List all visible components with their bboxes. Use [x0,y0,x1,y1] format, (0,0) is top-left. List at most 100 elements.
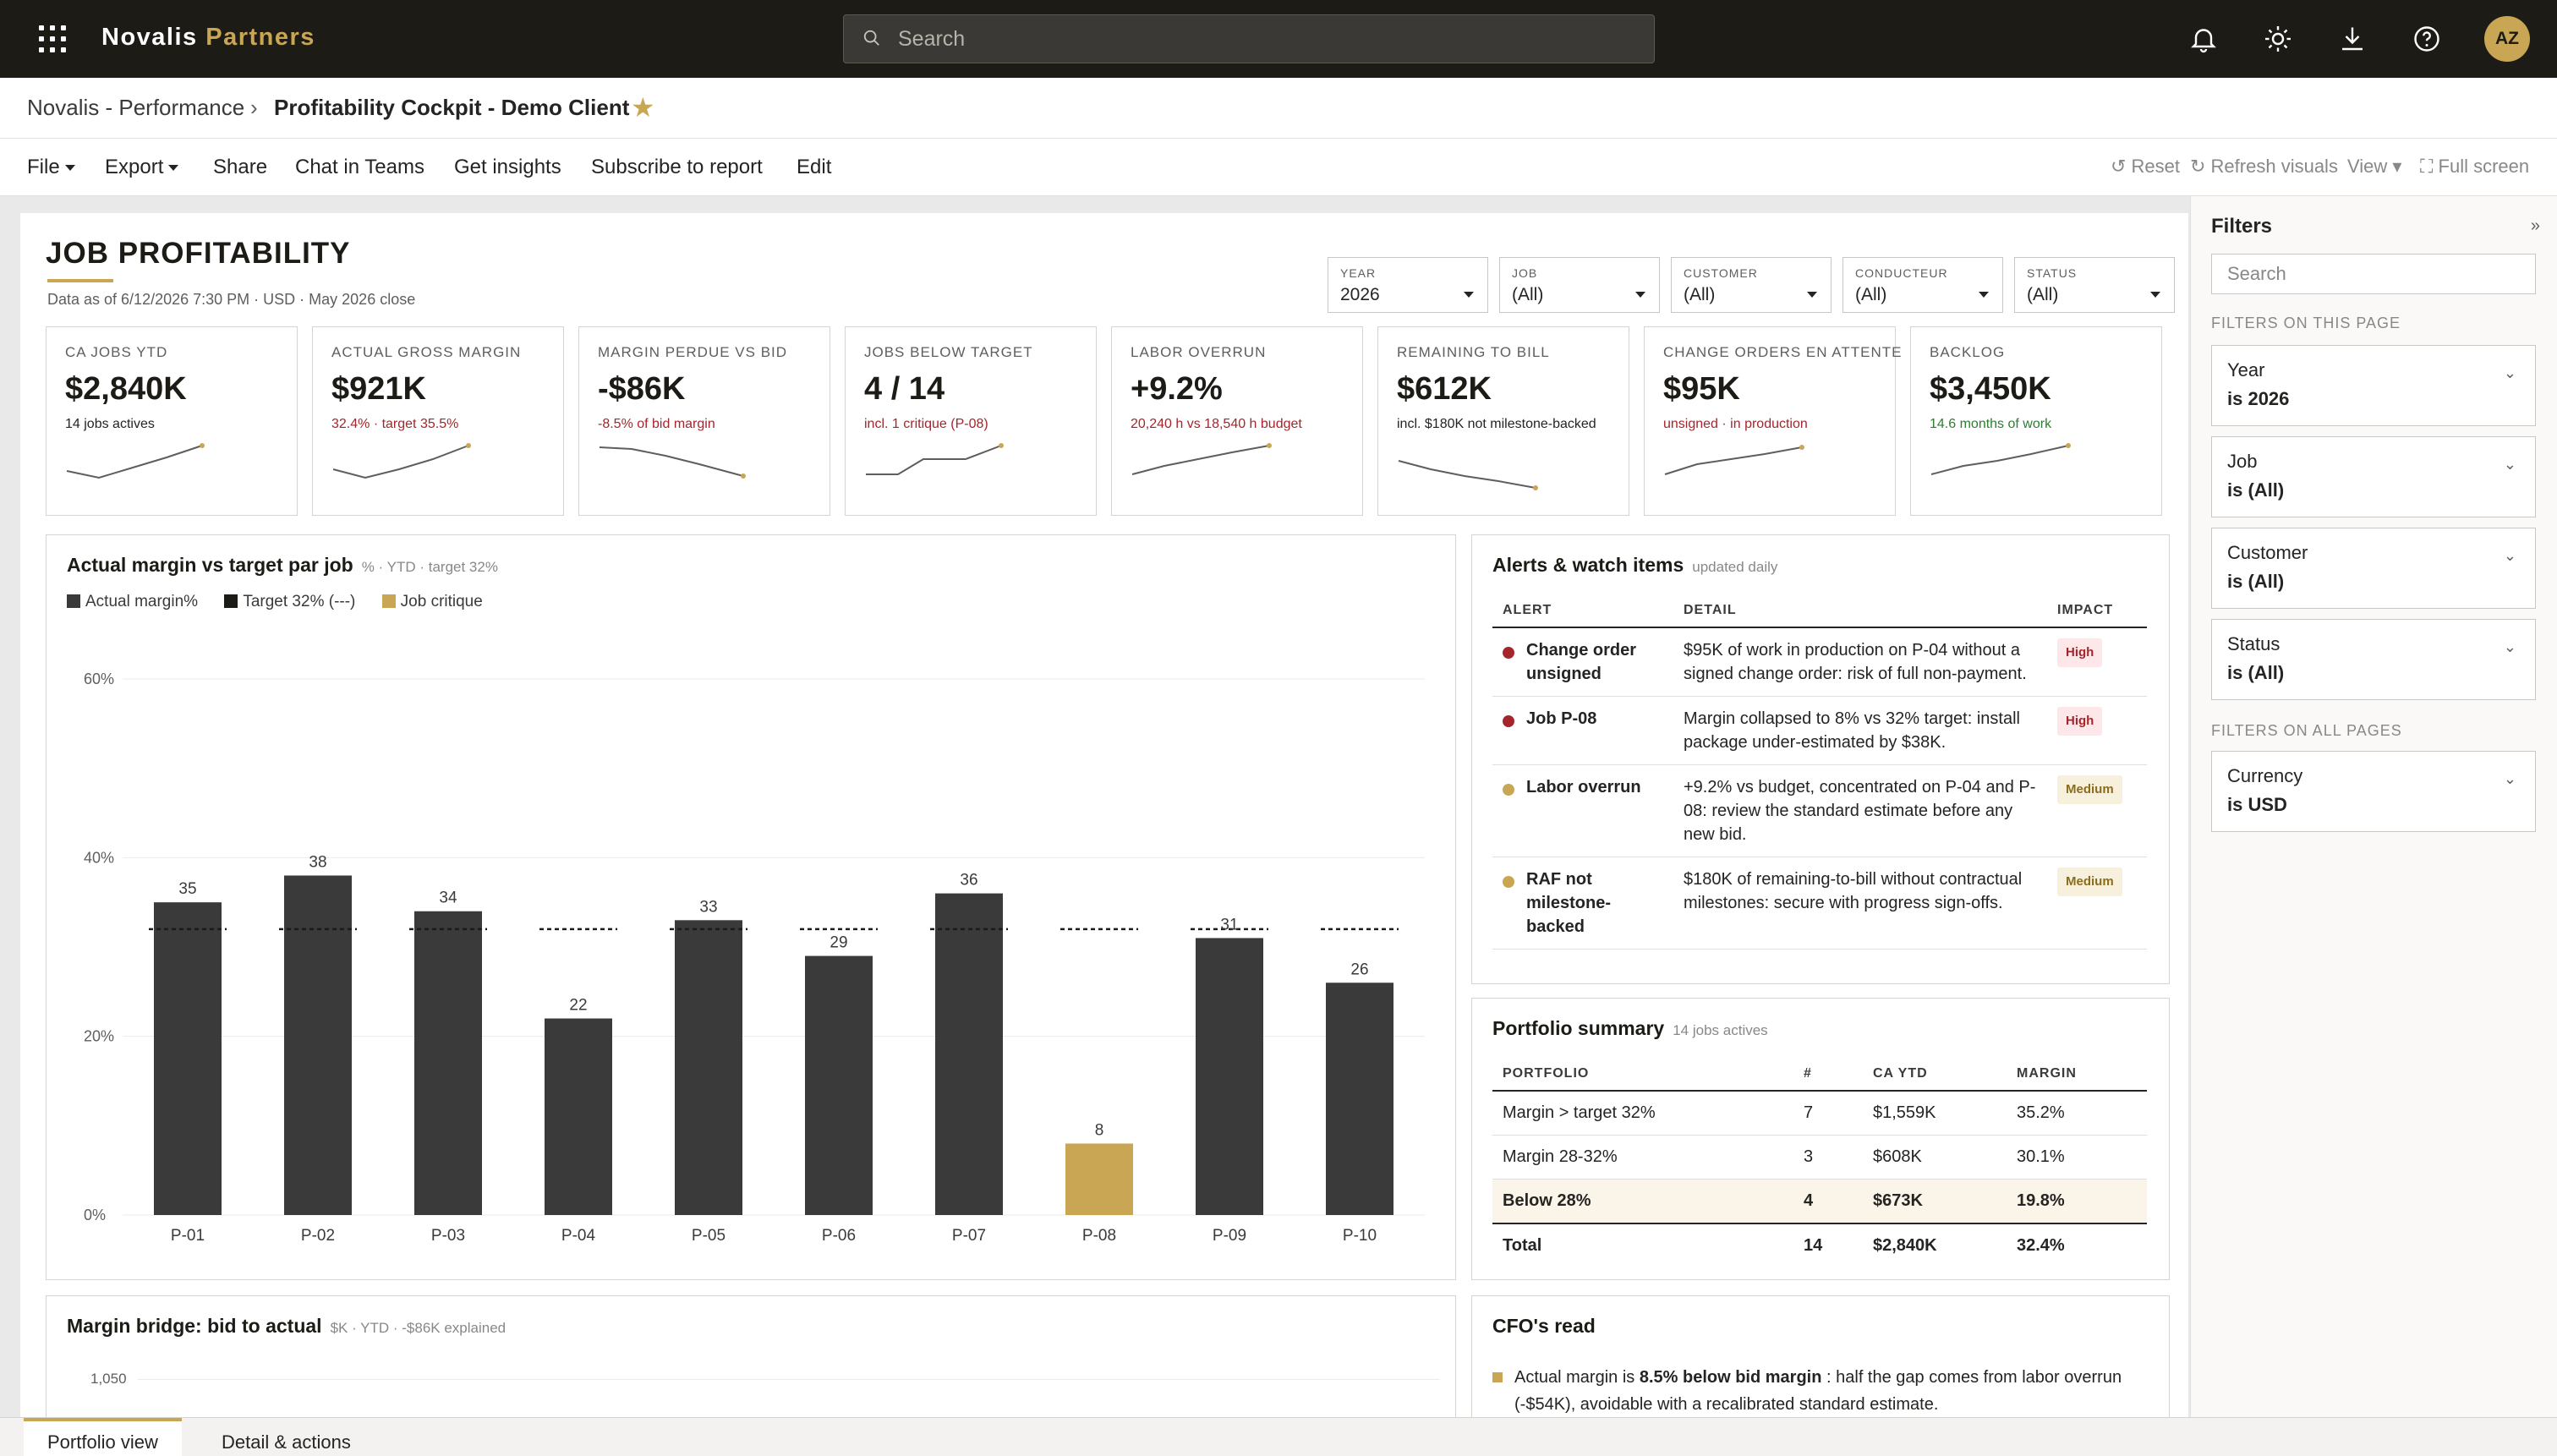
view-menu[interactable]: View ▾ [2347,156,2401,178]
x-tick-label: P-02 [301,1227,335,1245]
table-row[interactable]: Labor overrun +9.2% vs budget, concentrat… [1492,764,2147,857]
kpi-backlog[interactable]: BACKLOG $3,450K 14.6 months of work [1910,326,2162,516]
col-header-count[interactable]: # [1793,1058,1863,1092]
legend-item-actual[interactable]: Actual margin% [67,593,198,610]
slicer-value: (All) [1855,285,1887,304]
status-dot-icon [1503,715,1514,727]
bar-p-03 [414,911,482,1215]
filter-card-job[interactable]: Job is (All) ⌄ [2211,436,2536,517]
refresh-visuals-button[interactable]: ↻ Refresh visuals [2190,156,2338,178]
chevron-down-icon[interactable]: ⌄ [2503,638,2516,655]
avatar[interactable]: AZ [2484,16,2530,62]
chart-subtitle: % · YTD · target 32% [361,559,498,575]
kpi-jobs-below-target[interactable]: JOBS BELOW TARGET 4 / 14 incl. 1 critiqu… [845,326,1097,516]
slicer-customer[interactable]: CUSTOMER (All) [1671,257,1832,313]
slicer-job[interactable]: JOB (All) [1499,257,1660,313]
help-icon[interactable] [2412,24,2442,54]
favorite-star-icon[interactable]: ★ [631,92,655,123]
bridge-axis-tick: 1,050 [90,1371,127,1387]
filter-card-customer[interactable]: Customer is (All) ⌄ [2211,528,2536,609]
kpi-ca-jobs-ytd[interactable]: CA JOBS YTD $2,840K 14 jobs actives [46,326,298,516]
chevron-down-icon[interactable]: ⌄ [2503,770,2516,787]
portfolio-margin: 32.4% [2007,1223,2147,1267]
table-row[interactable]: RAF not milestone-backed $180K of remaini… [1492,857,2147,950]
kpi-labor-overrun[interactable]: LABOR OVERRUN +9.2% 20,240 h vs 18,540 h… [1111,326,1363,516]
portfolio-margin: 19.8% [2007,1179,2147,1224]
filter-value: is (All) [2227,479,2285,501]
file-menu[interactable]: File [27,156,75,179]
sun-icon[interactable] [2263,24,2293,54]
bridge-subtitle: $K · YTD · -$86K explained [330,1320,506,1336]
kpi-actual-gross-margin[interactable]: ACTUAL GROSS MARGIN $921K 32.4% · target… [312,326,564,516]
chevron-down-icon: ▾ [2392,156,2402,177]
col-header-impact[interactable]: IMPACT [2047,594,2147,628]
export-menu[interactable]: Export [105,156,179,179]
global-search[interactable] [843,14,1655,63]
chart-title-text: Actual margin vs target par job [67,554,353,576]
edit-button[interactable]: Edit [797,156,832,178]
col-header-ca-ytd[interactable]: CA YTD [1863,1058,2007,1092]
app-launcher-icon[interactable] [39,25,66,52]
table-row[interactable]: Below 28% 4 $673K 19.8% [1492,1179,2147,1224]
filter-name: Customer [2227,542,2308,563]
reset-icon: ↺ [2111,156,2132,177]
chevron-down-icon[interactable]: ⌄ [2503,364,2516,381]
download-icon[interactable] [2337,24,2368,54]
col-header-detail[interactable]: DETAIL [1673,594,2047,628]
share-button[interactable]: Share [213,156,268,178]
col-header-alert[interactable]: ALERT [1492,594,1673,628]
chevron-down-icon [1635,292,1645,298]
fullscreen-label: Full screen [2438,156,2530,177]
table-total-row[interactable]: Total 14 $2,840K 32.4% [1492,1223,2147,1267]
filter-card-status[interactable]: Status is (All) ⌄ [2211,619,2536,700]
col-header-portfolio[interactable]: PORTFOLIO [1492,1058,1793,1092]
legend-item-target[interactable]: Target 32% (---) [224,593,355,610]
collapse-pane-icon[interactable]: » [2530,216,2540,235]
chevron-down-icon[interactable]: ⌄ [2503,456,2516,473]
bridge-title-text: Margin bridge: bid to actual [67,1315,322,1337]
table-row[interactable]: Job P-08 Margin collapsed to 8% vs 32% ta… [1492,696,2147,765]
brand-logo[interactable]: Novalis Partners [101,24,315,52]
subscribe-button[interactable]: Subscribe to report [591,156,763,178]
kpi-sparkline [332,443,471,479]
status-badge: High [2057,707,2103,736]
margin-chart-panel[interactable]: Actual margin vs target par job % · YTD ·… [46,534,1456,1280]
table-row[interactable]: Change order unsigned $95K of work in pro… [1492,627,2147,697]
filter-card-year[interactable]: Year is 2026 ⌄ [2211,345,2536,426]
slicer-year[interactable]: YEAR 2026 [1328,257,1488,313]
slicer-status[interactable]: STATUS (All) [2014,257,2175,313]
search-input[interactable] [898,24,1625,54]
chevron-down-icon[interactable]: ⌄ [2503,547,2516,564]
x-tick-label: P-07 [952,1227,986,1245]
top-app-bar: Novalis Partners AZ [0,0,2557,78]
kpi-change-orders-en-attente[interactable]: CHANGE ORDERS EN ATTENTE $95K unsigned ·… [1644,326,1902,516]
tab-portfolio-view[interactable]: Portfolio view [24,1418,182,1456]
kpi-margin-perdue-vs-bid[interactable]: MARGIN PERDUE VS BID -$86K -8.5% of bid … [578,326,830,516]
bar-p-08 [1065,1143,1133,1215]
kpi-remaining-to-bill[interactable]: REMAINING TO BILL $612K incl. $180K not … [1377,326,1629,516]
table-row[interactable]: Margin 28-32% 3 $608K 30.1% [1492,1135,2147,1180]
table-row[interactable]: Margin > target 32% 7 $1,559K 35.2% [1492,1091,2147,1136]
x-tick-label: P-05 [692,1227,725,1245]
kpi-label: CA JOBS YTD [65,344,168,360]
filters-search-input[interactable] [2212,255,2535,293]
reset-button[interactable]: ↺ Reset [2111,156,2180,178]
portfolio-name: Margin > target 32% [1492,1091,1793,1136]
filters-search[interactable] [2211,254,2536,294]
alert-text: Change order unsigned [1526,641,1637,683]
kpi-sparkline [1398,460,1538,490]
status-badge: Medium [2057,868,2122,896]
x-tick-label: P-04 [561,1227,596,1245]
get-insights-button[interactable]: Get insights [454,156,561,178]
col-header-margin[interactable]: MARGIN [2007,1058,2147,1092]
legend-item-critical[interactable]: Job critique [381,593,483,610]
breadcrumb-workspace[interactable]: Novalis - Performance [27,95,245,120]
bell-icon[interactable] [2188,24,2219,54]
fullscreen-button[interactable]: ⛶ Full screen [2420,156,2529,178]
chat-in-teams-button[interactable]: Chat in Teams [295,156,424,178]
tab-detail-actions[interactable]: Detail & actions [222,1431,351,1453]
bar-p-04 [545,1018,612,1215]
kpi-value: $612K [1397,371,1492,407]
filter-card-currency[interactable]: Currency is USD ⌄ [2211,751,2536,832]
slicer-conducteur[interactable]: CONDUCTEUR (All) [1842,257,2003,313]
